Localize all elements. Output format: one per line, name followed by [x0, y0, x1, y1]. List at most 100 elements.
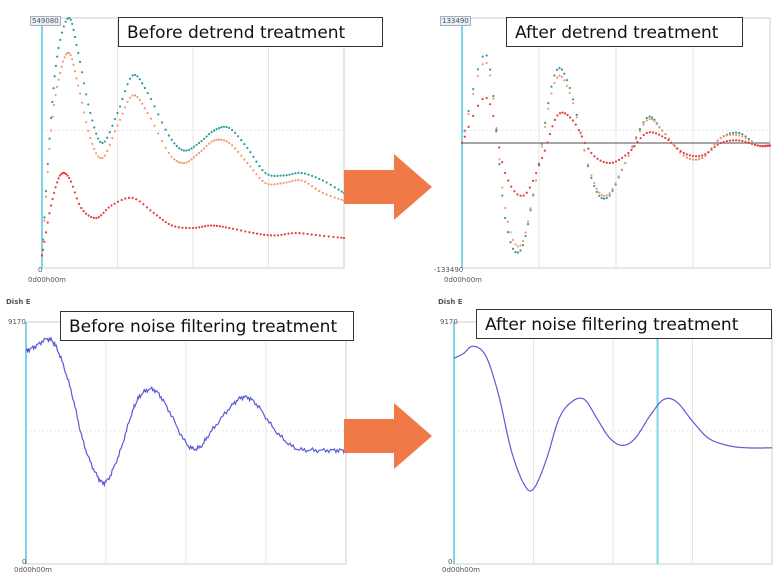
series-point: [123, 106, 127, 109]
series-point: [310, 233, 313, 236]
series-point: [489, 68, 492, 71]
series-point: [65, 53, 68, 56]
series-point: [572, 98, 575, 101]
series-point: [68, 16, 71, 20]
series-point: [685, 156, 689, 159]
series-point: [599, 159, 602, 162]
series-point: [476, 104, 480, 107]
series-point: [75, 197, 78, 200]
series-point: [237, 135, 240, 138]
series-point: [126, 100, 129, 103]
series-point: [190, 147, 193, 150]
series-point: [158, 216, 161, 219]
series-point: [682, 151, 685, 155]
series-point: [544, 125, 547, 129]
series-point: [731, 133, 735, 136]
series-point: [276, 234, 280, 237]
series-point: [108, 143, 111, 146]
series-point: [593, 184, 596, 188]
series-point: [97, 155, 100, 158]
chart-title-before-noise: Before noise filtering treatment: [60, 311, 354, 341]
series-point: [725, 134, 728, 137]
series-point: [688, 154, 692, 157]
series-point: [288, 180, 291, 183]
series-point: [337, 197, 340, 200]
series-point: [321, 191, 324, 195]
series-point: [230, 128, 234, 132]
series-point: [311, 174, 314, 177]
chart-panel-after-noise-filtering: Dish E 9170 0 0d00h00m After noise filte…: [436, 296, 773, 574]
series-point: [213, 129, 216, 132]
series-point: [303, 180, 307, 183]
series-point: [333, 196, 336, 199]
series-point: [595, 187, 598, 190]
series-point: [178, 161, 181, 164]
series-point: [507, 179, 510, 182]
series-point: [460, 141, 464, 145]
series-point: [43, 240, 46, 243]
series-point: [314, 233, 317, 237]
series-point: [210, 224, 213, 227]
series-point: [329, 195, 332, 198]
series-point: [149, 97, 153, 101]
series-point: [85, 121, 88, 124]
series-point: [658, 133, 661, 136]
series-point: [586, 165, 590, 168]
series-point: [492, 97, 495, 100]
series-point: [240, 229, 243, 232]
series-point: [145, 206, 149, 209]
series-point: [472, 87, 475, 91]
series-point: [593, 181, 596, 185]
series-point: [255, 173, 258, 176]
series-point: [651, 131, 655, 134]
series-point: [173, 142, 176, 145]
series-point: [519, 249, 522, 252]
series-point: [761, 144, 764, 147]
series-point: [679, 150, 682, 153]
series-point: [605, 161, 608, 164]
series-point: [498, 158, 501, 161]
series-point: [311, 185, 314, 188]
series-point: [62, 60, 65, 63]
series-point: [173, 158, 176, 161]
series-point: [261, 179, 264, 182]
series-point: [621, 156, 624, 159]
series-point: [333, 186, 336, 189]
series-point: [44, 231, 48, 234]
series-point: [43, 216, 46, 219]
series-point: [51, 197, 54, 201]
series-point: [222, 139, 226, 142]
series-point: [556, 114, 559, 117]
series-point: [113, 130, 117, 133]
series-point: [118, 105, 122, 108]
series-point: [46, 162, 49, 166]
series-point: [329, 183, 332, 186]
series-point: [340, 236, 343, 239]
series-point: [195, 226, 198, 229]
series-point: [602, 197, 606, 200]
series-point: [546, 141, 549, 144]
series-point: [602, 160, 605, 164]
series-point: [695, 158, 698, 161]
series-point: [535, 171, 538, 175]
series-point: [563, 72, 566, 75]
series-point: [664, 136, 667, 140]
series-point: [526, 222, 530, 226]
series-point: [290, 232, 294, 235]
series-point: [59, 71, 62, 75]
series-point: [72, 28, 75, 31]
series-point: [177, 226, 180, 229]
series-point: [68, 176, 71, 180]
series-point: [252, 231, 255, 235]
series-point: [269, 234, 273, 237]
series-point: [116, 200, 120, 203]
series-point: [611, 189, 614, 192]
series-point: [73, 35, 77, 39]
series-point: [639, 137, 642, 140]
series-point: [138, 78, 141, 81]
series-point: [550, 85, 553, 88]
series-point: [243, 158, 246, 161]
series-point: [230, 144, 234, 147]
series-point: [228, 126, 231, 130]
series-point: [54, 186, 57, 189]
